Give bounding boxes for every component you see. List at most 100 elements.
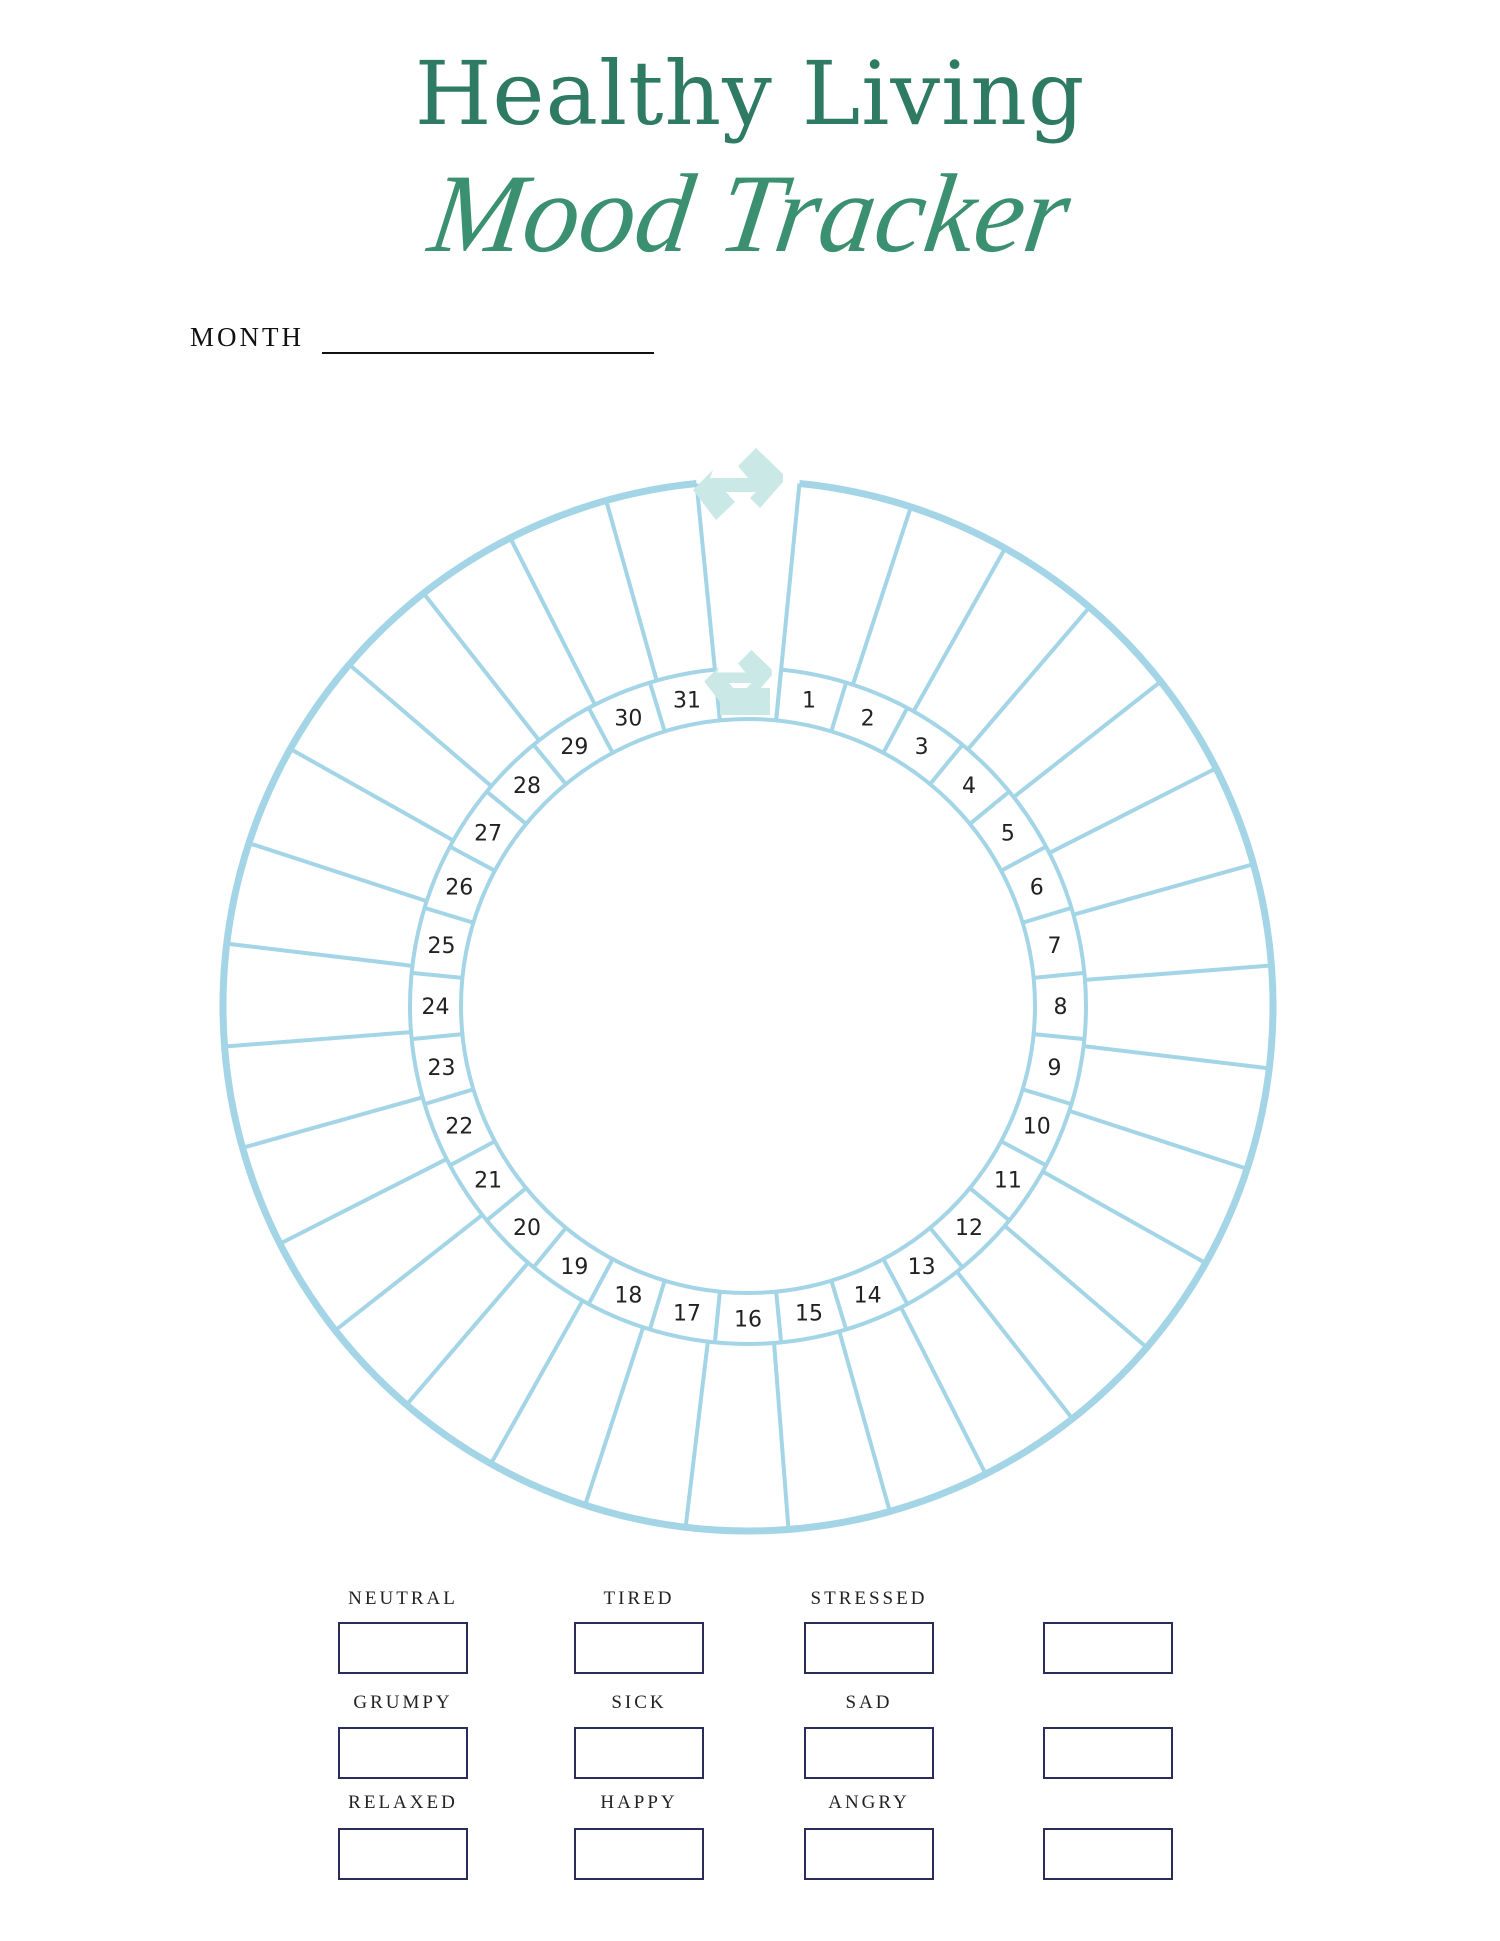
mood-segment-divider	[837, 1330, 892, 1513]
day-number-11: 11	[994, 1169, 1022, 1194]
day-number-28: 28	[513, 774, 541, 799]
day-divider	[647, 1280, 667, 1331]
legend-color-box[interactable]	[574, 1727, 704, 1779]
day-number-7: 7	[1047, 934, 1061, 959]
day-divider	[881, 1258, 910, 1306]
legend-color-box[interactable]	[574, 1828, 704, 1880]
day-divider	[647, 681, 667, 732]
legend-color-box[interactable]	[338, 1622, 468, 1674]
arrow-base	[720, 688, 770, 715]
mood-segment-divider	[583, 1326, 646, 1506]
day-number-2: 2	[861, 706, 875, 731]
day-number-24: 24	[422, 995, 450, 1020]
legend-color-box[interactable]	[1043, 1622, 1173, 1674]
day-number-31: 31	[673, 689, 701, 714]
day-number-1: 1	[802, 689, 816, 714]
mood-segment-day-24[interactable]	[226, 955, 410, 1057]
mood-segment-divider	[347, 662, 493, 788]
outer-circle-arc	[219, 480, 1277, 1535]
mood-segment-divider	[683, 1341, 710, 1528]
mood-segment-divider	[404, 1261, 530, 1407]
mood-segment-divider	[772, 1342, 791, 1530]
legend-color-box[interactable]	[804, 1622, 934, 1674]
day-number-30: 30	[614, 706, 642, 731]
day-number-9: 9	[1047, 1056, 1061, 1081]
day-number-18: 18	[614, 1284, 642, 1309]
legend-label: SAD	[845, 1692, 893, 1713]
day-divider	[586, 706, 615, 754]
page-title: Healthy Living	[414, 42, 1086, 145]
legend-color-box[interactable]	[804, 1727, 934, 1779]
day-number-16: 16	[734, 1308, 762, 1333]
legend-label: NEUTRAL	[348, 1588, 458, 1609]
legend-color-box[interactable]	[338, 1727, 468, 1779]
day-divider	[532, 743, 568, 786]
mood-segment-divider	[224, 1030, 412, 1049]
inner-circle	[459, 717, 1037, 1295]
mood-segment-divider	[1068, 1108, 1248, 1171]
legend-label: HAPPY	[600, 1792, 678, 1813]
day-divider	[1022, 1087, 1073, 1107]
mood-segment-divider	[1048, 766, 1217, 855]
day-number-26: 26	[445, 875, 473, 900]
legend-label: STRESSED	[810, 1588, 928, 1609]
day-number-23: 23	[428, 1056, 456, 1081]
legend-color-box[interactable]	[1043, 1828, 1173, 1880]
mood-segment-divider	[279, 1157, 448, 1246]
mood-segment-divider	[604, 499, 659, 682]
legend-color-box[interactable]	[1043, 1727, 1173, 1779]
legend-label: RELAXED	[348, 1792, 458, 1813]
month-label: MONTH	[190, 322, 304, 352]
legend-label: ANGRY	[828, 1792, 910, 1813]
day-number-5: 5	[1001, 821, 1015, 846]
day-divider	[829, 681, 849, 732]
day-number-8: 8	[1054, 995, 1068, 1020]
mood-segment-divider	[899, 1306, 988, 1475]
mood-segment-day-16[interactable]	[697, 1344, 799, 1528]
day-number-29: 29	[560, 735, 588, 760]
day-divider	[712, 1291, 722, 1343]
mood-segment-divider	[911, 547, 1007, 713]
mood-segment-day-8[interactable]	[1086, 955, 1270, 1057]
day-divider	[448, 1139, 496, 1168]
mood-segment-divider	[226, 941, 413, 968]
legend-label: TIRED	[603, 1588, 675, 1609]
day-number-4: 4	[962, 774, 976, 799]
day-number-17: 17	[673, 1301, 701, 1326]
day-number-3: 3	[915, 735, 929, 760]
day-divider	[1000, 1139, 1048, 1168]
day-divider	[1033, 970, 1085, 980]
mood-segment-divider	[1072, 862, 1255, 917]
day-divider	[485, 1186, 528, 1222]
mood-segment-divider	[421, 592, 541, 742]
mood-segment-divider	[248, 841, 428, 904]
legend-color-box[interactable]	[338, 1828, 468, 1880]
legend-color-box[interactable]	[574, 1622, 704, 1674]
legend-label: SICK	[611, 1692, 667, 1713]
day-number-20: 20	[513, 1216, 541, 1241]
day-divider	[928, 1226, 964, 1269]
day-divider	[423, 905, 474, 925]
day-divider	[532, 1226, 568, 1269]
mood-segment-divider	[955, 1270, 1075, 1420]
mood-segment-divider	[334, 1213, 484, 1333]
double-arrow-icon	[693, 448, 783, 520]
day-divider	[928, 743, 964, 786]
day-divider	[586, 1258, 615, 1306]
mood-segment-divider	[1084, 963, 1272, 982]
day-number-13: 13	[908, 1255, 936, 1280]
month-input-line[interactable]	[322, 352, 654, 354]
mood-segment-divider	[850, 506, 913, 686]
legend-color-box[interactable]	[804, 1828, 934, 1880]
day-divider	[968, 790, 1011, 826]
mood-segment-divider	[489, 1299, 585, 1465]
day-number-12: 12	[955, 1216, 983, 1241]
day-number-19: 19	[560, 1255, 588, 1280]
day-number-15: 15	[795, 1301, 823, 1326]
mood-segment-divider	[1041, 1169, 1207, 1265]
day-divider	[1033, 1032, 1085, 1042]
day-divider	[881, 706, 910, 754]
day-divider	[448, 844, 496, 873]
day-number-14: 14	[854, 1284, 882, 1309]
